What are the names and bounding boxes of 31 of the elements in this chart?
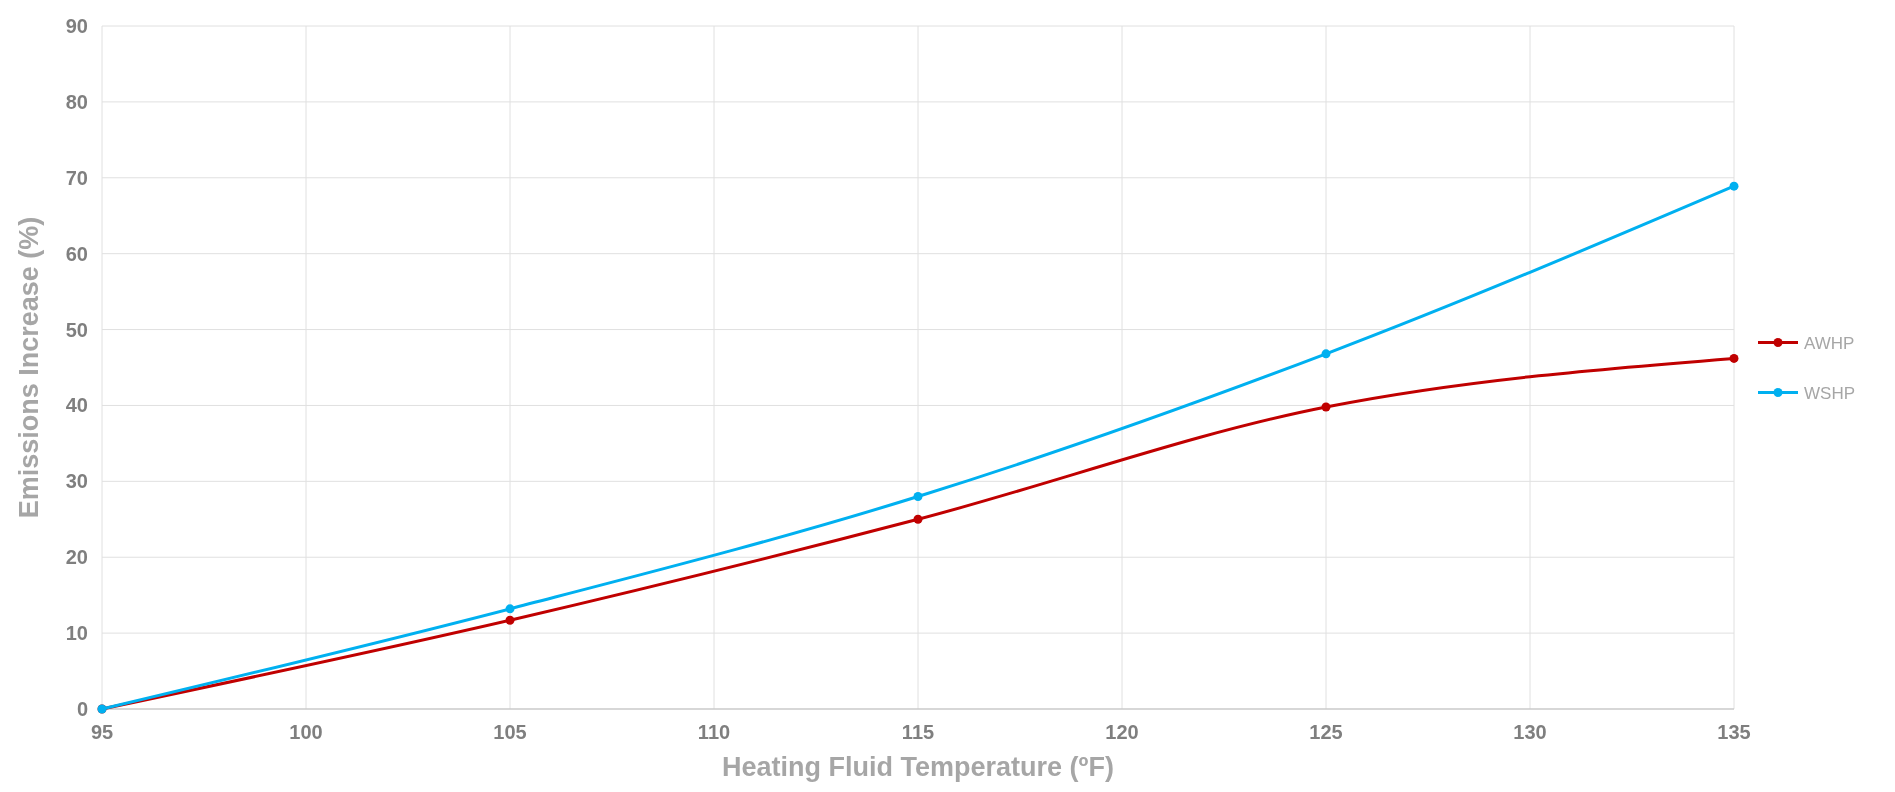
point <box>1321 349 1331 359</box>
x-tick-label: 105 <box>493 721 527 743</box>
y-tick-label: 70 <box>65 166 88 189</box>
y-tick-label: 0 <box>76 698 88 720</box>
x-tick-label: 125 <box>1309 721 1343 743</box>
point <box>505 615 515 625</box>
point <box>1729 353 1739 363</box>
y-tick-label: 20 <box>65 546 88 569</box>
x-tick-label: 110 <box>697 721 731 743</box>
point <box>913 492 923 502</box>
x-tick-label: 135 <box>1717 721 1751 743</box>
x-tick-label: 115 <box>901 721 935 743</box>
x-tick-label: 95 <box>90 721 114 743</box>
x-tick-label: 100 <box>289 721 323 743</box>
x-tick-label: 120 <box>1105 721 1139 743</box>
y-tick-label: 40 <box>65 394 88 417</box>
point <box>1321 402 1331 412</box>
y-axis-title: Emissions Increase (%) <box>14 216 44 519</box>
x-axis-title: Heating Fluid Temperature (ºF) <box>722 752 1114 782</box>
point <box>505 604 515 614</box>
y-tick-label: 10 <box>65 622 88 645</box>
y-tick-label: 30 <box>65 470 88 493</box>
y-tick-label: 90 <box>65 15 88 37</box>
x-tick-label: 130 <box>1513 721 1547 743</box>
y-tick-label: 50 <box>65 318 88 341</box>
legend-label: WSHP <box>1804 383 1855 403</box>
y-tick-label: 60 <box>65 242 88 265</box>
legend-label: AWHP <box>1804 333 1855 353</box>
point <box>1729 181 1739 191</box>
point <box>913 514 923 524</box>
y-tick-label: 80 <box>65 90 88 113</box>
